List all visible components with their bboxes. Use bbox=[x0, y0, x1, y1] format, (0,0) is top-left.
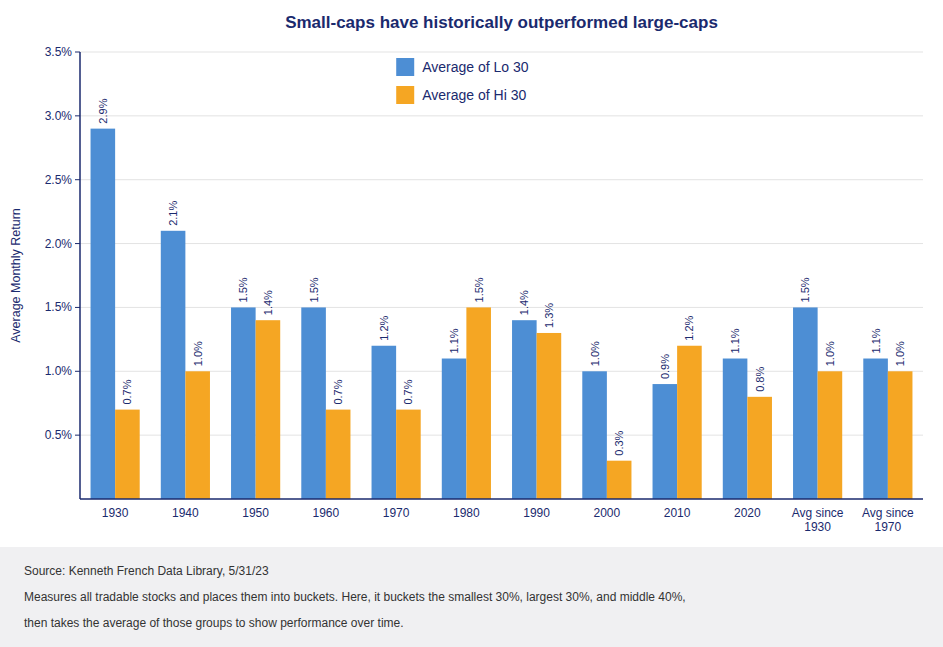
data-label: 0.3% bbox=[613, 430, 625, 455]
bar bbox=[231, 307, 256, 499]
footer-background bbox=[0, 547, 943, 647]
bar bbox=[512, 320, 537, 499]
data-label: 1.1% bbox=[729, 328, 741, 353]
annotation: Measures all tradable stocks and places … bbox=[24, 590, 686, 604]
tick-label: 1.5% bbox=[45, 300, 73, 314]
bar bbox=[185, 371, 210, 499]
tick-label: 2.5% bbox=[45, 173, 73, 187]
x-axis-line bbox=[80, 498, 923, 500]
grid-line bbox=[80, 243, 923, 244]
grid-line bbox=[80, 52, 923, 53]
bar bbox=[466, 307, 491, 499]
tick-label: 1980 bbox=[453, 506, 480, 520]
grid-line bbox=[80, 115, 923, 116]
tick-label: Avg since1970 bbox=[862, 506, 914, 534]
data-label: 0.7% bbox=[332, 379, 344, 404]
tick-label: Avg since1930 bbox=[792, 506, 844, 534]
data-label: 1.2% bbox=[683, 315, 695, 340]
grid-line bbox=[80, 179, 923, 180]
data-label: 2.1% bbox=[167, 201, 179, 226]
bar bbox=[863, 359, 888, 499]
data-label: 1.1% bbox=[870, 328, 882, 353]
data-label: 1.0% bbox=[192, 341, 204, 366]
tick-label: 1930 bbox=[102, 506, 129, 520]
bar bbox=[115, 410, 140, 499]
data-label: 1.0% bbox=[824, 341, 836, 366]
tick-label: 2020 bbox=[734, 506, 761, 520]
data-label: 1.5% bbox=[473, 277, 485, 302]
tick-label: 3.5% bbox=[45, 45, 73, 59]
annotation: Source: Kenneth French Data Library, 5/3… bbox=[24, 564, 269, 578]
data-label: 1.4% bbox=[262, 290, 274, 315]
tick-label: 1970 bbox=[383, 506, 410, 520]
bar bbox=[888, 371, 913, 499]
data-label: 1.5% bbox=[799, 277, 811, 302]
bar bbox=[677, 346, 702, 499]
bar bbox=[161, 231, 186, 499]
annotation: then takes the average of those groups t… bbox=[24, 616, 404, 630]
legend-label: Average of Hi 30 bbox=[422, 87, 526, 103]
data-label: 1.0% bbox=[589, 341, 601, 366]
legend-swatch bbox=[396, 86, 414, 104]
legend: Average of Lo 30 Average of Hi 30 bbox=[396, 58, 529, 104]
data-label: 1.4% bbox=[518, 290, 530, 315]
tick-label: 1990 bbox=[523, 506, 550, 520]
bar bbox=[91, 129, 116, 499]
tick-label: 1.0% bbox=[45, 364, 73, 378]
title: Small-caps have historically outperforme… bbox=[285, 13, 718, 32]
bar bbox=[256, 320, 281, 499]
legend-label: Average of Lo 30 bbox=[422, 59, 529, 75]
tick-label: 0.5% bbox=[45, 428, 73, 442]
y-axis-line bbox=[79, 52, 81, 499]
data-label: 1.0% bbox=[894, 341, 906, 366]
data-label: 1.5% bbox=[237, 277, 249, 302]
bar bbox=[818, 371, 843, 499]
data-label: 2.9% bbox=[97, 98, 109, 123]
data-label: 0.9% bbox=[659, 354, 671, 379]
bar bbox=[301, 307, 326, 499]
axis-label: Average Monthly Return bbox=[9, 208, 23, 343]
legend-swatch bbox=[396, 58, 414, 76]
bar bbox=[442, 359, 467, 499]
bar bbox=[372, 346, 397, 499]
tick-label: 2010 bbox=[664, 506, 691, 520]
bar bbox=[653, 384, 678, 499]
tick-label: 1940 bbox=[172, 506, 199, 520]
data-label: 0.7% bbox=[121, 379, 133, 404]
bar bbox=[326, 410, 351, 499]
data-labels: 2.9% 2.1% 1.5% 1.5% 1.2% 1.1% 1.4% 1.0% 0.9% 1.1%… bbox=[97, 98, 906, 455]
bar bbox=[723, 359, 748, 499]
tick-label: 2.0% bbox=[45, 237, 73, 251]
data-label: 1.5% bbox=[308, 277, 320, 302]
data-label: 1.2% bbox=[378, 315, 390, 340]
tick-label: 1950 bbox=[242, 506, 269, 520]
tick-label: 2000 bbox=[594, 506, 621, 520]
data-label: 0.8% bbox=[754, 367, 766, 392]
bar bbox=[747, 397, 772, 499]
tick-label: 1960 bbox=[313, 506, 340, 520]
data-label: 0.7% bbox=[402, 379, 414, 404]
bar bbox=[582, 371, 607, 499]
data-label: 1.1% bbox=[448, 328, 460, 353]
bar bbox=[396, 410, 421, 499]
bar bbox=[793, 307, 818, 499]
bar bbox=[607, 461, 632, 499]
chart: Small-caps have historically outperforme… bbox=[0, 0, 943, 647]
bars bbox=[91, 129, 913, 499]
data-label: 1.3% bbox=[543, 303, 555, 328]
bar bbox=[537, 333, 562, 499]
footer: Source: Kenneth French Data Library, 5/3… bbox=[0, 547, 943, 647]
tick-label: 3.0% bbox=[45, 109, 73, 123]
x-axis: 1930 1940 1950 1960 1970 1980 1990 2000 2010 2020… bbox=[102, 506, 914, 534]
